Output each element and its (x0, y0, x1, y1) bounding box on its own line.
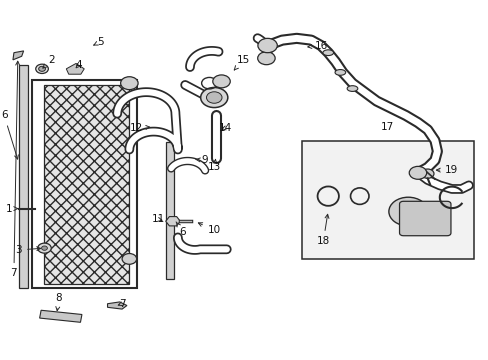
Circle shape (38, 243, 51, 253)
Circle shape (212, 75, 230, 88)
Text: 18: 18 (316, 214, 329, 246)
Circle shape (36, 64, 48, 73)
Polygon shape (107, 302, 127, 309)
Text: 1: 1 (6, 204, 18, 214)
Text: 4: 4 (75, 60, 81, 70)
Circle shape (257, 52, 275, 65)
FancyBboxPatch shape (399, 201, 450, 236)
Text: 3: 3 (16, 245, 41, 255)
Circle shape (41, 246, 47, 250)
Text: 5: 5 (94, 37, 103, 47)
Bar (32, 80, 136, 288)
Circle shape (122, 253, 136, 264)
Text: 7: 7 (11, 61, 20, 278)
Text: 9: 9 (195, 155, 207, 165)
Text: 13: 13 (207, 159, 221, 172)
Circle shape (421, 169, 433, 178)
Bar (40, 310, 82, 322)
Circle shape (257, 39, 277, 53)
Polygon shape (165, 217, 180, 226)
Bar (44, 85, 129, 284)
Text: 19: 19 (435, 165, 458, 175)
Ellipse shape (334, 69, 345, 75)
Text: 6: 6 (1, 111, 19, 159)
Circle shape (206, 92, 222, 103)
Text: 8: 8 (56, 293, 62, 311)
Bar (165, 142, 174, 279)
Text: 6: 6 (176, 222, 185, 237)
Circle shape (39, 66, 45, 71)
Text: 12: 12 (130, 123, 149, 133)
Polygon shape (66, 63, 84, 74)
Text: 2: 2 (43, 55, 55, 68)
Circle shape (121, 77, 138, 90)
Text: 7: 7 (118, 299, 125, 309)
Text: 17: 17 (380, 122, 393, 132)
Bar (301, 140, 473, 259)
Ellipse shape (322, 50, 333, 55)
Circle shape (388, 197, 427, 226)
Circle shape (408, 166, 426, 179)
Text: 16: 16 (307, 41, 327, 50)
Bar (19, 65, 27, 288)
Polygon shape (13, 51, 23, 60)
Text: 10: 10 (198, 223, 221, 235)
Ellipse shape (346, 86, 357, 91)
Text: 14: 14 (218, 123, 231, 133)
Circle shape (200, 87, 227, 108)
Text: 15: 15 (234, 55, 249, 70)
Text: 11: 11 (152, 215, 165, 224)
